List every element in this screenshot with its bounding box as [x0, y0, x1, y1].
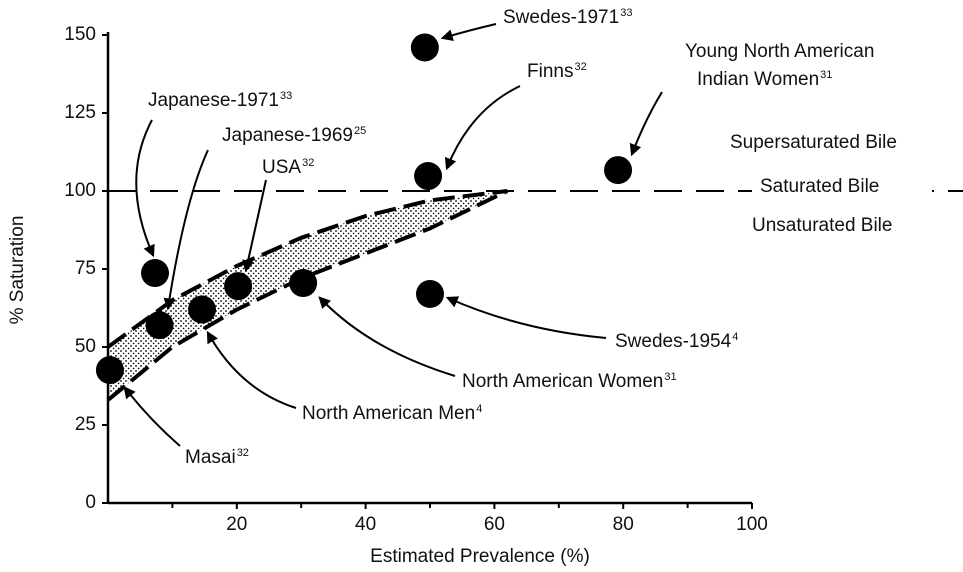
y-tick-label: 0	[85, 492, 96, 513]
point-ref: 33	[620, 7, 632, 19]
band-fill	[108, 191, 508, 400]
point	[224, 272, 253, 301]
point	[289, 269, 318, 298]
point-label: USA	[262, 157, 301, 178]
y-tick-label: 25	[75, 414, 96, 435]
arrow	[163, 149, 209, 311]
point-ref: 4	[732, 331, 738, 343]
point-label: North American Women	[462, 371, 663, 392]
point-label: Japanese-1971	[148, 90, 279, 111]
x-axis-title: Estimated Prevalence (%)	[370, 546, 590, 567]
point	[145, 311, 174, 340]
point-ref: 32	[237, 447, 249, 459]
arrow	[445, 296, 607, 339]
y-tick-label: 125	[64, 102, 96, 123]
arrow	[123, 386, 181, 447]
point	[414, 162, 443, 191]
point-ref: 4	[476, 403, 482, 415]
point-ref: 25	[354, 125, 366, 137]
arrow	[440, 23, 497, 42]
x-tick-label: 20	[226, 514, 247, 535]
y-tick-label: 75	[75, 258, 96, 279]
arrow	[444, 85, 521, 171]
point-ref: 32	[574, 61, 586, 73]
point-label: Masai	[185, 447, 236, 468]
arrow	[242, 179, 267, 273]
arrow	[206, 330, 297, 409]
y-tick-label: 50	[75, 336, 96, 357]
x-tick-label: 80	[613, 514, 634, 535]
label-backdrop	[752, 175, 932, 199]
point-label: Swedes-1954	[615, 331, 732, 352]
arrow	[629, 91, 663, 157]
point-ref: 32	[302, 157, 314, 169]
arrow	[318, 296, 456, 377]
region-label: Saturated Bile	[760, 176, 879, 197]
point	[604, 156, 633, 185]
label-line: Young North American	[685, 41, 874, 62]
x-tick-label: 60	[484, 514, 505, 535]
point-label: Finns	[527, 61, 573, 82]
region-label: Unsaturated Bile	[752, 215, 892, 236]
point-ref: 33	[280, 90, 292, 102]
x-tick-label: 40	[355, 514, 376, 535]
region-label: Supersaturated Bile	[730, 132, 897, 153]
point-ref: 31	[820, 69, 832, 81]
point-label: Young North American Indian Women	[685, 41, 874, 90]
point	[416, 279, 444, 308]
point-label: Japanese-1969	[222, 125, 353, 146]
point	[188, 295, 217, 324]
point	[141, 259, 170, 288]
point-label: Swedes-1971	[503, 7, 619, 28]
x-tick-label: 100	[736, 514, 768, 535]
point-label: North American Men	[302, 403, 475, 424]
arrow	[135, 119, 155, 258]
y-axis-title: % Saturation	[7, 216, 28, 325]
point	[410, 33, 439, 62]
y-tick-label: 100	[64, 180, 96, 201]
point	[95, 356, 124, 385]
point-ref: 31	[664, 371, 676, 383]
y-tick-label: 150	[64, 24, 96, 45]
label-line: Indian Women	[697, 69, 819, 90]
